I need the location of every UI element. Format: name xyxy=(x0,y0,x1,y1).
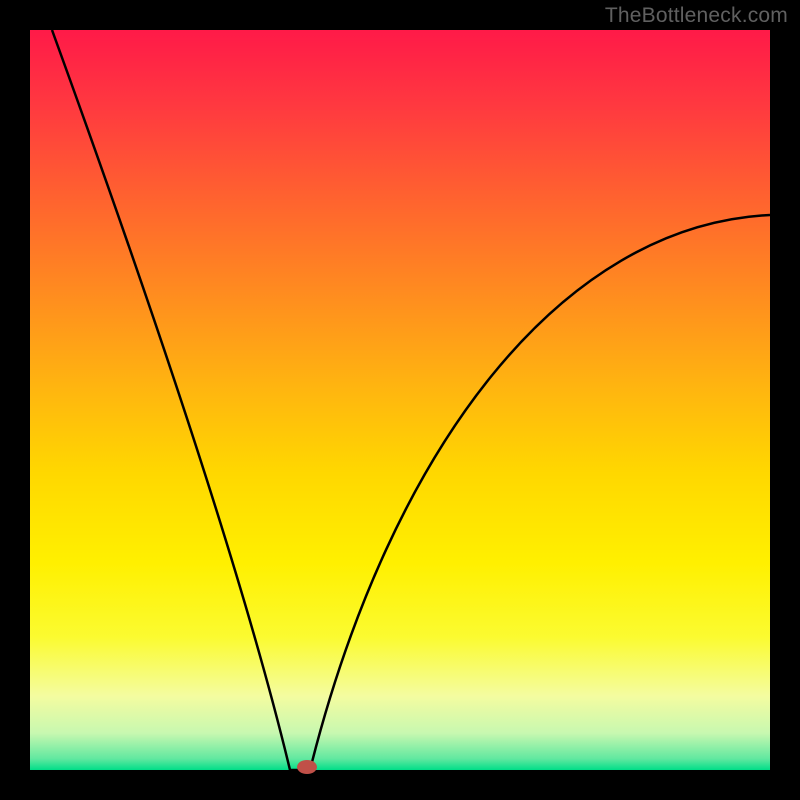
bottleneck-chart xyxy=(0,0,800,800)
watermark-text: TheBottleneck.com xyxy=(605,4,788,28)
chart-background xyxy=(30,30,770,770)
chart-frame: TheBottleneck.com xyxy=(0,0,800,800)
optimal-point-marker xyxy=(297,760,317,774)
